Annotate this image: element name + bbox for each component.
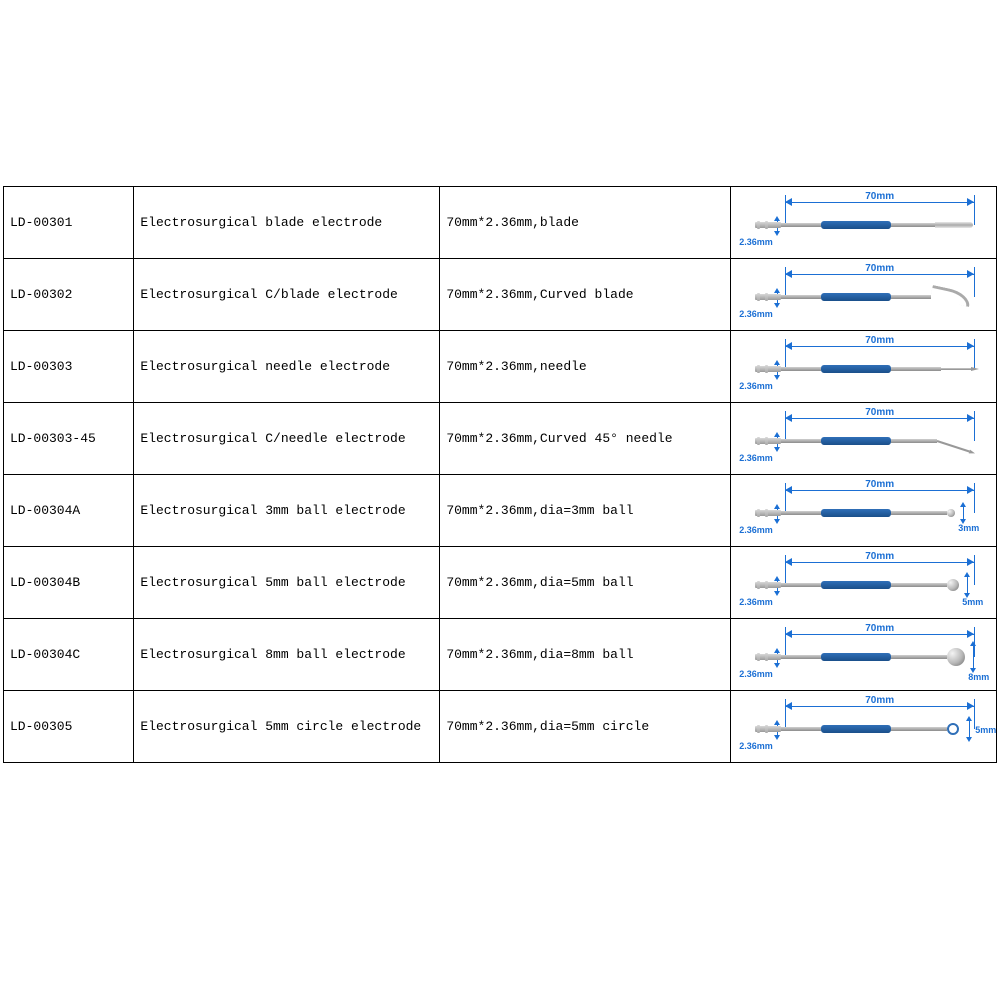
product-code: LD-00302 (4, 259, 134, 331)
tip-dia-label: 5mm (962, 597, 983, 607)
electrode-diagram: 70mm 2.36mm 5mm (737, 547, 990, 618)
product-diagram-cell: 70mm 2.36mm 5mm (731, 547, 997, 619)
shaft-dia-label: 2.36mm (739, 741, 773, 751)
table-row: LD-00304CElectrosurgical 8mm ball electr… (4, 619, 997, 691)
product-spec: 70mm*2.36mm,dia=5mm circle (440, 691, 731, 763)
product-spec: 70mm*2.36mm,Curved blade (440, 259, 731, 331)
length-label: 70mm (860, 335, 900, 346)
electrode-handle (821, 581, 891, 589)
table-row: LD-00301Electrosurgical blade electrode7… (4, 187, 997, 259)
table-row: LD-00305Electrosurgical 5mm circle elect… (4, 691, 997, 763)
electrode-handle (821, 365, 891, 373)
electrode-body (755, 653, 988, 661)
product-name: Electrosurgical C/blade electrode (134, 259, 440, 331)
tip-curved-blade-icon (930, 285, 972, 307)
table-row: LD-00304AElectrosurgical 3mm ball electr… (4, 475, 997, 547)
length-label: 70mm (860, 695, 900, 706)
product-diagram-cell: 70mm 2.36mm 8mm (731, 619, 997, 691)
product-code: LD-00305 (4, 691, 134, 763)
electrode-body (755, 581, 988, 589)
shaft-dia-label: 2.36mm (739, 237, 773, 247)
electrode-diagram: 70mm2.36mm5mm (737, 691, 990, 762)
electrode-diagram: 70mm 2.36mm (737, 259, 990, 330)
product-diagram-cell: 70mm 2.36mm (731, 403, 997, 475)
product-code: LD-00301 (4, 187, 134, 259)
product-name: Electrosurgical 3mm ball electrode (134, 475, 440, 547)
shaft-dia-label: 2.36mm (739, 453, 773, 463)
table-row: LD-00302Electrosurgical C/blade electrod… (4, 259, 997, 331)
electrode-body (755, 509, 988, 517)
product-table: LD-00301Electrosurgical blade electrode7… (3, 186, 997, 763)
length-label: 70mm (860, 479, 900, 490)
tip-ball-icon (947, 579, 959, 591)
electrode-handle (821, 293, 891, 301)
product-spec: 70mm*2.36mm,dia=5mm ball (440, 547, 731, 619)
table-row: LD-00303-45Electrosurgical C/needle elec… (4, 403, 997, 475)
electrode-body (755, 725, 988, 733)
electrode-body (755, 365, 988, 373)
product-name: Electrosurgical C/needle electrode (134, 403, 440, 475)
tip-ball-icon (947, 648, 965, 666)
product-code: LD-00304A (4, 475, 134, 547)
tip-blade-icon (935, 222, 973, 228)
product-spec: 70mm*2.36mm,dia=8mm ball (440, 619, 731, 691)
product-name: Electrosurgical 5mm circle electrode (134, 691, 440, 763)
table-row: LD-00304BElectrosurgical 5mm ball electr… (4, 547, 997, 619)
electrode-handle (821, 653, 891, 661)
product-code: LD-00303 (4, 331, 134, 403)
shaft-dia-label: 2.36mm (739, 669, 773, 679)
electrode-body (755, 221, 988, 229)
tip-ball-icon (947, 509, 955, 517)
electrode-body (755, 437, 988, 445)
product-code: LD-00304C (4, 619, 134, 691)
tip-dia-label: 3mm (958, 523, 979, 533)
product-diagram-cell: 70mm2.36mm5mm (731, 691, 997, 763)
electrode-diagram: 70mm 2.36mm (737, 403, 990, 474)
electrode-diagram: 70mm 2.36mm 3mm (737, 475, 990, 546)
product-spec: 70mm*2.36mm,dia=3mm ball (440, 475, 731, 547)
product-diagram-cell: 70mm 2.36mm (731, 187, 997, 259)
shaft-dia-label: 2.36mm (739, 597, 773, 607)
shaft-dia-label: 2.36mm (739, 381, 773, 391)
product-code: LD-00303-45 (4, 403, 134, 475)
product-name: Electrosurgical 5mm ball electrode (134, 547, 440, 619)
length-label: 70mm (860, 551, 900, 562)
electrode-diagram: 70mm 2.36mm (737, 187, 990, 258)
table-row: LD-00303Electrosurgical needle electrode… (4, 331, 997, 403)
product-diagram-cell: 70mm 2.36mm 3mm (731, 475, 997, 547)
product-spec: 70mm*2.36mm,needle (440, 331, 731, 403)
tip-dia-label: 8mm (968, 672, 989, 682)
product-diagram-cell: 70mm 2.36mm (731, 331, 997, 403)
electrode-handle (821, 221, 891, 229)
length-label: 70mm (860, 191, 900, 202)
length-label: 70mm (860, 263, 900, 274)
product-spec: 70mm*2.36mm,blade (440, 187, 731, 259)
product-spec: 70mm*2.36mm,Curved 45° needle (440, 403, 731, 475)
electrode-handle (821, 509, 891, 517)
product-name: Electrosurgical blade electrode (134, 187, 440, 259)
length-label: 70mm (860, 407, 900, 418)
tip-circle-icon (947, 723, 959, 735)
tip-needle-icon (941, 368, 971, 370)
electrode-diagram: 70mm 2.36mm (737, 331, 990, 402)
product-name: Electrosurgical needle electrode (134, 331, 440, 403)
product-name: Electrosurgical 8mm ball electrode (134, 619, 440, 691)
product-code: LD-00304B (4, 547, 134, 619)
electrode-handle (821, 437, 891, 445)
length-label: 70mm (860, 623, 900, 634)
electrode-body (755, 293, 988, 301)
electrode-diagram: 70mm 2.36mm 8mm (737, 619, 990, 690)
shaft-dia-label: 2.36mm (739, 309, 773, 319)
electrode-handle (821, 725, 891, 733)
product-diagram-cell: 70mm 2.36mm (731, 259, 997, 331)
shaft-dia-label: 2.36mm (739, 525, 773, 535)
tip-curved-needle-icon (937, 440, 970, 452)
